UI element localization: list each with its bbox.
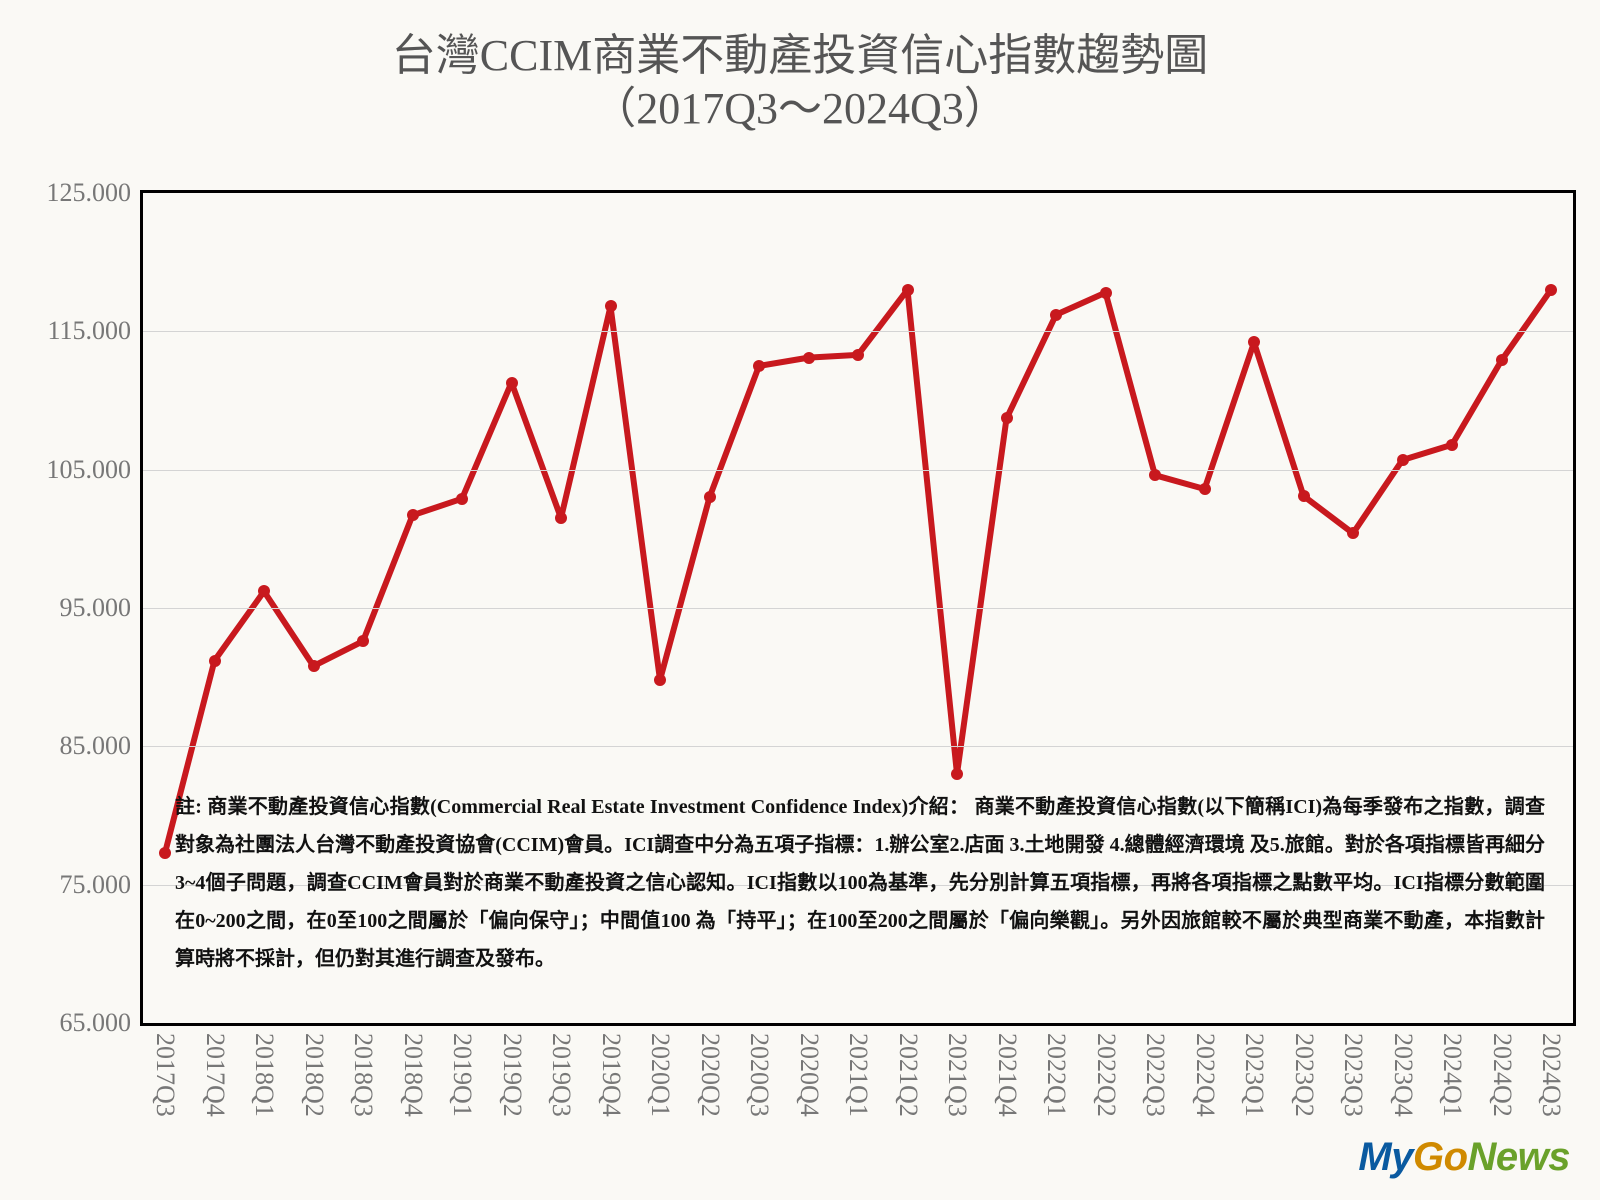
x-tick-label: 2024Q3 (1536, 1033, 1566, 1117)
data-marker (1149, 469, 1161, 481)
data-marker (506, 377, 518, 389)
data-line (165, 290, 1551, 853)
x-tick-label: 2017Q4 (200, 1033, 230, 1117)
gridline (143, 608, 1573, 609)
data-marker (1001, 412, 1013, 424)
chart-footnote: 註: 商業不動產投資信心指數(Commercial Real Estate In… (175, 788, 1545, 978)
data-marker (1446, 439, 1458, 451)
y-tick-label: 85.000 (60, 731, 132, 761)
y-tick-label: 95.000 (60, 593, 132, 623)
x-tick-label: 2021Q4 (992, 1033, 1022, 1117)
data-marker (902, 284, 914, 296)
title-line-2: （2017Q3～2024Q3） (0, 83, 1600, 136)
watermark-logo: MyGoNews (1358, 1135, 1570, 1180)
x-tick-label: 2020Q2 (695, 1033, 725, 1117)
x-tick-label: 2019Q2 (497, 1033, 527, 1117)
data-marker (1496, 354, 1508, 366)
x-tick-label: 2021Q1 (843, 1033, 873, 1117)
gridline (143, 331, 1573, 332)
y-tick-label: 75.000 (60, 870, 132, 900)
x-tick-label: 2017Q3 (150, 1033, 180, 1117)
x-tick-label: 2018Q2 (299, 1033, 329, 1117)
data-marker (308, 660, 320, 672)
x-tick-label: 2024Q2 (1487, 1033, 1517, 1117)
data-marker (1397, 454, 1409, 466)
data-marker (555, 512, 567, 524)
data-marker (209, 655, 221, 667)
x-tick-label: 2021Q3 (942, 1033, 972, 1117)
data-marker (1100, 287, 1112, 299)
chart-container: 台灣CCIM商業不動產投資信心指數趨勢圖 （2017Q3～2024Q3） 65.… (0, 0, 1600, 1200)
x-tick-label: 2020Q1 (645, 1033, 675, 1117)
data-marker (753, 360, 765, 372)
y-tick-label: 105.000 (47, 455, 132, 485)
data-marker (258, 585, 270, 597)
x-tick-label: 2019Q1 (447, 1033, 477, 1117)
data-marker (852, 349, 864, 361)
data-marker (1545, 284, 1557, 296)
x-tick-label: 2023Q3 (1338, 1033, 1368, 1117)
watermark-news: News (1468, 1135, 1571, 1179)
data-marker (1199, 483, 1211, 495)
y-tick-label: 65.000 (60, 1008, 132, 1038)
chart-title: 台灣CCIM商業不動產投資信心指數趨勢圖 （2017Q3～2024Q3） (0, 30, 1600, 136)
x-tick-label: 2018Q3 (348, 1033, 378, 1117)
x-tick-label: 2023Q2 (1289, 1033, 1319, 1117)
x-tick-label: 2022Q1 (1041, 1033, 1071, 1117)
x-tick-label: 2020Q3 (744, 1033, 774, 1117)
watermark-go: Go (1413, 1135, 1468, 1179)
x-tick-label: 2020Q4 (794, 1033, 824, 1117)
data-marker (1248, 336, 1260, 348)
y-tick-label: 115.000 (47, 316, 131, 346)
x-tick-label: 2018Q1 (249, 1033, 279, 1117)
x-tick-label: 2018Q4 (398, 1033, 428, 1117)
gridline (143, 746, 1573, 747)
data-marker (1347, 527, 1359, 539)
x-tick-label: 2023Q4 (1388, 1033, 1418, 1117)
title-line-1: 台灣CCIM商業不動產投資信心指數趨勢圖 (0, 30, 1600, 83)
x-tick-label: 2022Q2 (1091, 1033, 1121, 1117)
x-tick-label: 2022Q4 (1190, 1033, 1220, 1117)
data-marker (357, 635, 369, 647)
data-marker (704, 491, 716, 503)
x-tick-label: 2019Q4 (596, 1033, 626, 1117)
data-marker (951, 768, 963, 780)
gridline (143, 470, 1573, 471)
data-marker (1050, 309, 1062, 321)
data-marker (159, 847, 171, 859)
x-tick-label: 2022Q3 (1140, 1033, 1170, 1117)
data-marker (456, 493, 468, 505)
data-marker (1298, 490, 1310, 502)
data-marker (654, 674, 666, 686)
x-tick-label: 2021Q2 (893, 1033, 923, 1117)
data-marker (407, 509, 419, 521)
x-tick-label: 2019Q3 (546, 1033, 576, 1117)
data-marker (605, 300, 617, 312)
y-tick-label: 125.000 (47, 178, 132, 208)
data-marker (803, 352, 815, 364)
x-tick-label: 2023Q1 (1239, 1033, 1269, 1117)
x-tick-label: 2024Q1 (1437, 1033, 1467, 1117)
watermark-my: My (1358, 1135, 1413, 1179)
